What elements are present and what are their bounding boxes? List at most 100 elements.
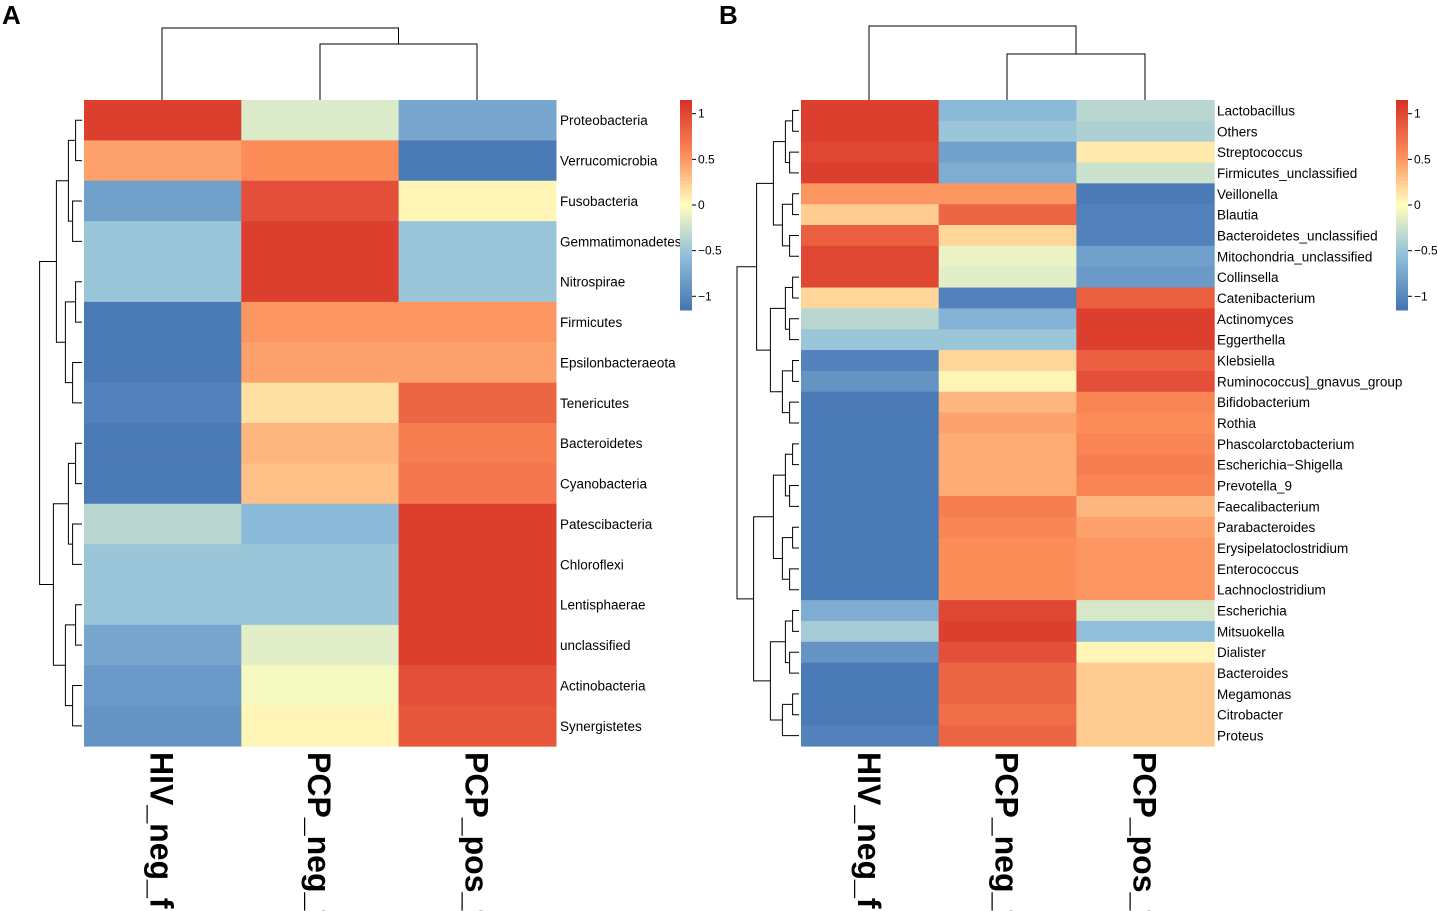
heatmap-cell xyxy=(241,140,400,182)
legend-color-step xyxy=(1396,201,1408,206)
legend-color-step xyxy=(1396,131,1408,136)
legend-color-step xyxy=(680,240,692,244)
row-dendrogram-branch xyxy=(67,462,76,545)
heatmap-cell xyxy=(241,261,400,303)
legend-color-step xyxy=(680,103,692,108)
row-label: Firmicutes xyxy=(560,315,623,330)
legend-color-step xyxy=(1396,107,1408,111)
row-dendrogram-branch xyxy=(64,301,76,384)
heatmap-cell xyxy=(801,350,940,372)
heatmap-cell xyxy=(801,391,940,414)
legend-color-step xyxy=(1396,170,1408,174)
row-label: Ruminococcus]_gnavus_group xyxy=(1217,374,1402,389)
row-dendrogram-branch xyxy=(72,523,82,565)
heatmap-cell xyxy=(398,463,557,505)
heatmap-cell xyxy=(84,221,242,263)
heatmap-cell xyxy=(84,624,242,666)
heatmap-cell xyxy=(801,537,940,560)
legend-tick-label: −0.5 xyxy=(698,244,722,258)
heatmap-cell xyxy=(801,141,940,164)
heatmap-cell xyxy=(1076,620,1215,643)
heatmap-cell xyxy=(241,342,400,384)
row-label: Erysipelatoclostridium xyxy=(1217,541,1348,556)
column-label: HIV_neg_f xyxy=(144,752,180,909)
row-dendrogram-branch xyxy=(784,287,793,330)
heatmap-cell xyxy=(938,350,1077,372)
legend-color-step xyxy=(1396,271,1408,276)
legend-color-step xyxy=(680,282,692,286)
legend-tick-label: 0 xyxy=(698,198,705,212)
legend-color-step xyxy=(1396,166,1408,171)
heatmap-cell xyxy=(1076,225,1215,247)
row-label: Streptococcus xyxy=(1217,145,1303,160)
heatmap-cell xyxy=(938,495,1077,518)
legend-color-step xyxy=(1396,261,1408,265)
heatmap-cell xyxy=(801,225,940,247)
row-dendrogram-branch xyxy=(789,234,799,257)
legend-color-step xyxy=(1396,212,1408,216)
heatmap-cell xyxy=(1076,662,1215,685)
legend-color-step xyxy=(1396,219,1408,223)
heatmap-cell xyxy=(1076,412,1215,435)
heatmap-cell xyxy=(84,423,242,464)
legend-color-step xyxy=(1396,163,1408,167)
legend-color-step xyxy=(1396,177,1408,181)
legend-color-step xyxy=(680,236,692,241)
row-dendrogram-branch xyxy=(792,610,799,632)
legend-tick-label: 1 xyxy=(698,107,705,121)
legend-color-step xyxy=(1396,117,1408,122)
legend-color-step xyxy=(1396,208,1408,213)
row-dendrogram-branch xyxy=(67,139,76,222)
heatmap-cell xyxy=(801,370,940,393)
heatmap-cell xyxy=(241,180,400,222)
heatmap-cell xyxy=(801,329,940,351)
row-label: Others xyxy=(1217,124,1258,139)
heatmap-cell xyxy=(398,342,557,384)
heatmap-cell xyxy=(241,544,400,586)
heatmap-cell xyxy=(241,221,400,263)
legend-color-step xyxy=(680,191,692,195)
heatmap-cell xyxy=(398,140,557,182)
heatmap-cell xyxy=(241,100,400,141)
legend-color-step xyxy=(1396,275,1408,279)
heatmap-cell xyxy=(398,544,557,586)
column-label: PCP_pos_f xyxy=(458,752,494,911)
row-label: Bacteroidetes xyxy=(560,436,643,451)
legend-color-step xyxy=(680,163,692,167)
row-dendrogram-branch xyxy=(784,453,793,497)
heatmap-cell xyxy=(938,245,1077,268)
heatmap-cell xyxy=(398,382,557,424)
row-label: Rothia xyxy=(1217,416,1257,431)
heatmap-cell xyxy=(938,662,1077,685)
heatmap-cell xyxy=(241,503,400,545)
heatmap-cell xyxy=(84,463,242,505)
legend-tick-label: 1 xyxy=(1414,107,1421,121)
heatmap-cell xyxy=(1076,287,1215,309)
legend-color-step xyxy=(1396,173,1408,178)
heatmap-cell xyxy=(938,475,1077,497)
legend-color-step xyxy=(680,278,692,283)
heatmap-cell xyxy=(1076,725,1215,747)
legend-color-step xyxy=(680,250,692,255)
heatmap-cell xyxy=(938,391,1077,414)
heatmap-cell xyxy=(801,266,940,289)
heatmap-cell xyxy=(801,308,940,330)
row-label: Parabacteroides xyxy=(1217,520,1316,535)
panel-b-label: B xyxy=(719,0,738,30)
heatmap-cell xyxy=(398,705,557,747)
legend-color-step xyxy=(1396,299,1408,304)
legend-color-step xyxy=(680,268,692,272)
legend-color-step xyxy=(680,149,692,153)
legend-color-step xyxy=(1396,156,1408,160)
heatmap-cell xyxy=(1076,370,1215,393)
heatmap-cell xyxy=(241,463,400,505)
legend-color-step xyxy=(1396,114,1408,118)
legend-color-step xyxy=(1396,236,1408,241)
column-dendrogram-branch xyxy=(319,43,478,100)
heatmap-cell xyxy=(398,261,557,303)
row-label: Escherichia xyxy=(1217,604,1287,619)
heatmap-cell xyxy=(1076,475,1215,497)
row-dendrogram-branch xyxy=(781,537,793,580)
heatmap-cell xyxy=(801,100,940,122)
heatmap-cell xyxy=(84,584,242,626)
